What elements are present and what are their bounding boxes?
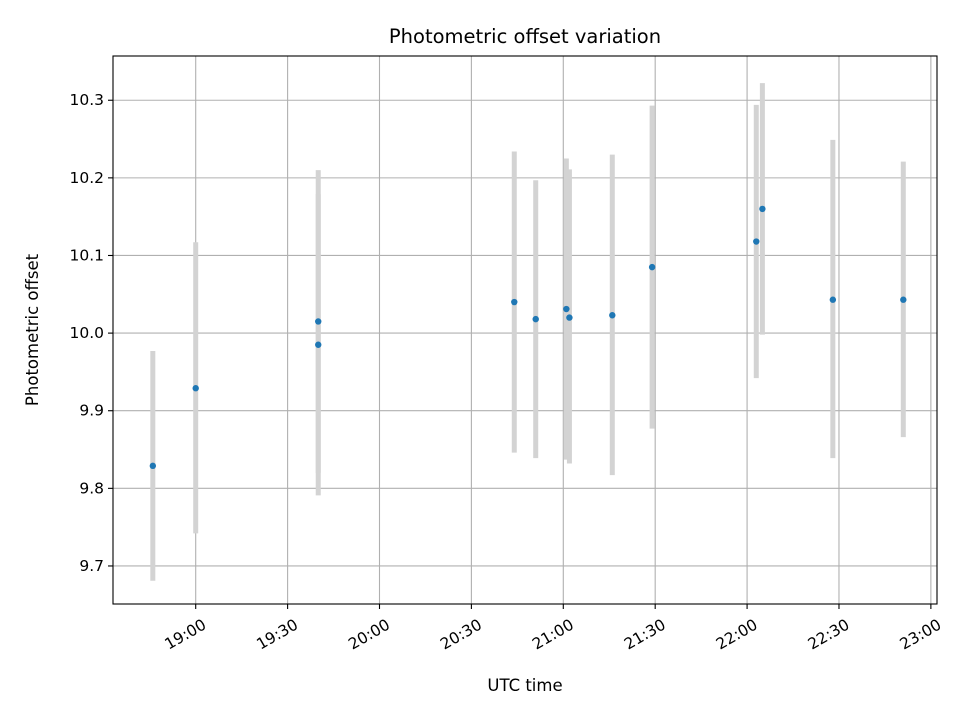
y-tick-label: 10.0	[69, 324, 104, 342]
data-point	[566, 314, 573, 321]
plot-frame	[112, 55, 938, 605]
grid	[113, 56, 937, 604]
data-point	[563, 305, 570, 313]
y-tick-label: 9.8	[79, 479, 104, 497]
x-tick-label: 20:30	[437, 616, 485, 654]
x-tick-label: 20:00	[345, 616, 393, 654]
y-tick-label: 10.1	[69, 246, 104, 264]
data-point	[759, 205, 766, 213]
x-tick-label: 23:00	[897, 616, 945, 654]
data-points	[149, 205, 907, 470]
data-point	[609, 312, 616, 319]
data-point	[900, 296, 907, 303]
x-tick-label: 19:00	[162, 616, 210, 654]
error-bars	[150, 83, 906, 581]
axis-ticks: 19:00 19:30 20:00 20:30 21:00 21:30 22:00 22:30…	[69, 91, 944, 653]
data-point	[648, 263, 656, 271]
data-point	[753, 238, 760, 245]
y-tick-label: 9.9	[79, 402, 104, 420]
y-axis-label: Photometric offset	[23, 253, 42, 406]
data-point	[532, 315, 539, 323]
x-tick-label: 22:30	[805, 616, 853, 654]
chart-title: Photometric offset variation	[389, 25, 661, 48]
data-point	[192, 385, 199, 392]
y-tick-label: 9.7	[79, 557, 104, 575]
data-point	[511, 298, 518, 306]
data-point	[315, 318, 322, 325]
data-point	[829, 296, 837, 303]
x-tick-label: 22:00	[713, 616, 761, 654]
x-tick-label: 21:30	[621, 616, 669, 654]
x-axis-label: UTC time	[487, 676, 562, 695]
x-tick-label: 19:30	[254, 616, 302, 654]
y-tick-label: 10.2	[69, 169, 104, 187]
data-point	[315, 341, 322, 348]
data-point	[149, 462, 157, 470]
x-tick-label: 21:00	[529, 616, 577, 654]
y-tick-label: 10.3	[69, 91, 104, 109]
